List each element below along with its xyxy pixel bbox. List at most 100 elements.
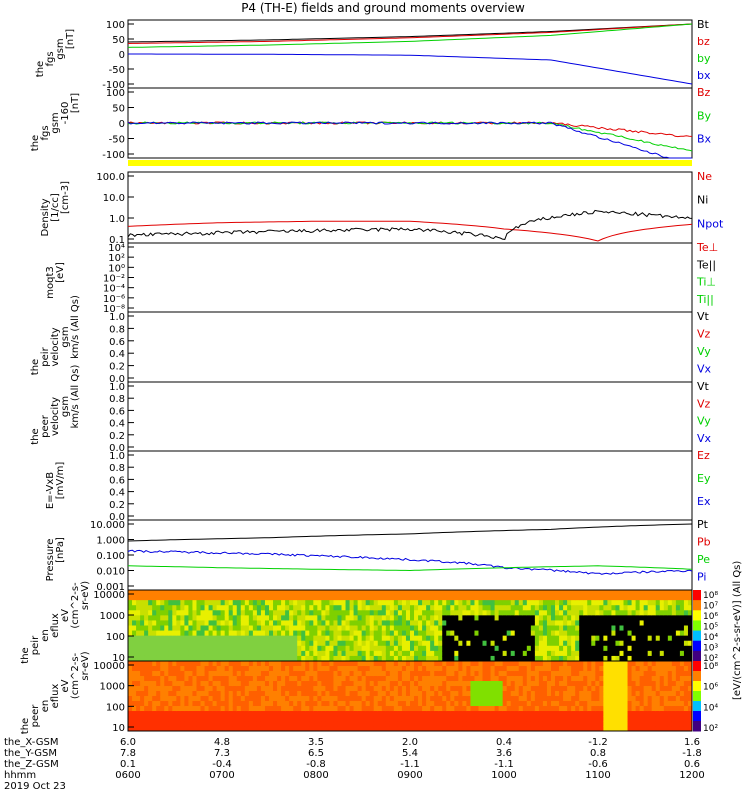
- y-label-line: E=-VxB: [45, 472, 56, 509]
- y-axis-label: the peer velocity gsm km/s (All Qs): [30, 365, 81, 445]
- y-axis-label: moqt3 [eV]: [45, 262, 66, 299]
- y-tick-label: 50: [112, 35, 125, 46]
- colorbar-tick: 10⁴: [703, 703, 718, 713]
- series-bz: [127, 23, 693, 44]
- y-label-line: [nT]: [70, 93, 81, 113]
- y-tick-label: 0.1: [109, 235, 125, 246]
- legend-Vy: Vy: [697, 415, 711, 428]
- series-Pt: [127, 523, 693, 542]
- legend-Bx: Bx: [697, 133, 712, 146]
- colorbar-segment: [693, 610, 701, 621]
- eph-value: 2.0: [402, 737, 418, 748]
- colorbar-tick: 10⁵: [703, 623, 718, 633]
- y-tick-label: 0.0: [109, 374, 125, 385]
- panel-frame: [127, 660, 693, 732]
- y-label-line: peer: [40, 414, 51, 438]
- legend-Ni: Ni: [697, 194, 708, 207]
- y-label-line: velocity: [50, 327, 61, 366]
- y-tick-label: 100: [106, 88, 125, 99]
- y-axis-label: the peer en eflux eV (cm^2-s-sr-eV): [20, 651, 91, 734]
- y-tick-label: 0.0: [109, 512, 125, 523]
- eph-value: 0.1: [120, 759, 136, 770]
- panel-frame: [127, 311, 693, 383]
- colorbar-label-text: [eV/(cm^2-s-sr-eV)] (All Qs): [732, 561, 743, 700]
- y-label-line: peir: [30, 635, 41, 655]
- y-label-line: [1/cc]: [50, 193, 61, 222]
- legend-Vy: Vy: [697, 345, 711, 358]
- eph-value: 0800: [303, 770, 328, 781]
- series-by: [127, 23, 693, 48]
- legend-Ne: Ne: [697, 170, 712, 183]
- y-label-line: en: [40, 629, 51, 642]
- eph-value: 6.0: [120, 737, 136, 748]
- y-label-line: eV: [60, 609, 71, 622]
- y-label-line: gsm: [60, 326, 71, 347]
- series-Ne: [127, 220, 693, 242]
- eph-value: 6.5: [308, 748, 324, 759]
- colorbar-segment: [693, 681, 701, 692]
- y-label-line: gsm: [55, 38, 66, 59]
- colorbar-tick: 10²: [703, 654, 718, 664]
- eph-value: 3.6: [496, 748, 512, 759]
- eph-value: 1100: [585, 770, 610, 781]
- y-tick-label: 0.4: [109, 419, 125, 430]
- legend-bx: bx: [697, 69, 711, 82]
- legend-Vz: Vz: [697, 328, 711, 341]
- legend-Ex: Ex: [697, 495, 711, 508]
- series-Pi: [127, 549, 693, 575]
- y-label-line: Density: [40, 198, 51, 236]
- y-tick-label: 0.8: [109, 394, 125, 405]
- y-tick-label: 10⁻⁴: [103, 284, 125, 295]
- y-tick-label: 1.0: [109, 382, 125, 393]
- panel-9: 10000 1000 100 10 the peer en eflux eV (cm^2-s-sr…: [20, 651, 718, 734]
- eph-value: 0700: [209, 770, 234, 781]
- legend-Npot: Npot: [697, 217, 724, 230]
- y-tick-label: 100: [106, 632, 125, 643]
- y-label-line: fgs: [40, 125, 51, 140]
- time-axis: the_X-GSM 6.0 4.8 3.5 2.0 0.4 -1.2 1.6 the_Y-GSM…: [4, 737, 705, 792]
- y-label-line: [cm-3]: [60, 181, 71, 214]
- y-label-line: sr-eV): [80, 581, 91, 610]
- y-tick-label: 0.2: [109, 362, 125, 373]
- eph-value: 1000: [491, 770, 516, 781]
- y-label-line: the: [35, 61, 46, 77]
- y-tick-label: 100.0: [96, 172, 125, 183]
- panel-frame: [127, 519, 693, 591]
- eph-value: 4.8: [214, 737, 230, 748]
- legend-Te||: Te||: [696, 258, 716, 271]
- y-label-line: [nT]: [65, 29, 76, 49]
- y-label-line: the: [20, 718, 31, 734]
- y-tick-label: 0: [119, 50, 125, 61]
- mode-bar: [128, 160, 692, 166]
- y-label-line: peir: [40, 346, 51, 366]
- legend-Bz: Bz: [697, 86, 711, 99]
- y-label-line: Pressure: [45, 539, 56, 582]
- y-tick-label: 1.0: [109, 312, 125, 323]
- date-label: 2019 Oct 23: [4, 781, 66, 792]
- colorbar-tick: 10⁶: [703, 683, 718, 693]
- colorbar-tick: 10³: [703, 644, 718, 654]
- colorbar-tick: 10⁸: [703, 662, 718, 672]
- eph-value: 0900: [397, 770, 422, 781]
- y-label-line: [nPa]: [55, 537, 66, 563]
- y-tick-label: 0.8: [109, 324, 125, 335]
- legend-Ti||: Ti||: [696, 293, 714, 306]
- eph-value: 1.6: [684, 737, 700, 748]
- eph-value: -1.1: [400, 759, 420, 770]
- eph-value: 0.4: [496, 737, 512, 748]
- eph-name: the_X-GSM: [4, 737, 58, 748]
- y-tick-label: 10: [112, 653, 125, 664]
- colorbar-segment: [693, 630, 701, 642]
- y-tick-label: 0.4: [109, 349, 125, 360]
- eph-value: 7.3: [214, 748, 230, 759]
- panel-frame: [127, 171, 693, 244]
- series-bx: [128, 53, 693, 85]
- y-label-line: -160: [60, 102, 71, 125]
- y-label-line: the: [30, 428, 41, 444]
- y-axis-label: Density [1/cc] [cm-3]: [40, 181, 71, 237]
- colorbar-tick: 10²: [703, 724, 718, 734]
- legend-Vt: Vt: [697, 380, 710, 393]
